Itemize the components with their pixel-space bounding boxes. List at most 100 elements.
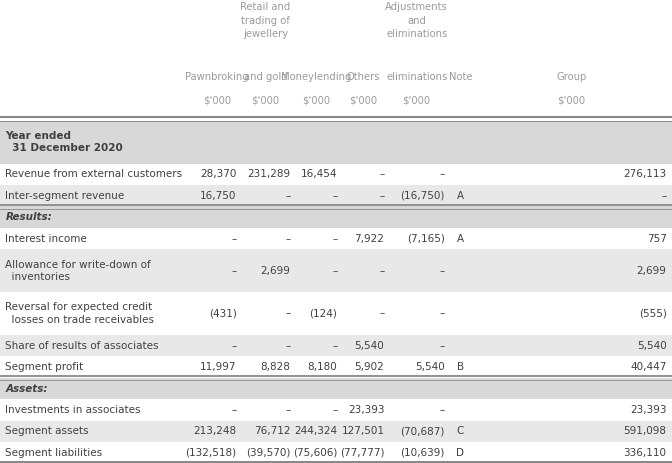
Bar xyxy=(0,206,672,228)
Text: 276,113: 276,113 xyxy=(624,169,667,179)
Text: Results:: Results: xyxy=(5,212,52,222)
Text: Investments in associates: Investments in associates xyxy=(5,405,141,415)
Text: (132,518): (132,518) xyxy=(185,448,237,458)
Text: 40,447: 40,447 xyxy=(630,362,667,372)
Text: (124): (124) xyxy=(310,308,337,319)
Text: (7,165): (7,165) xyxy=(407,234,445,244)
Text: $'000: $'000 xyxy=(349,96,377,106)
Text: –: – xyxy=(285,405,290,415)
Text: Retail and
trading of
jewellery: Retail and trading of jewellery xyxy=(241,2,290,39)
Text: –: – xyxy=(379,169,384,179)
Text: –: – xyxy=(332,266,337,276)
Text: –: – xyxy=(332,341,337,350)
Text: Moneylending: Moneylending xyxy=(281,72,351,82)
Text: 757: 757 xyxy=(646,234,667,244)
Text: 5,540: 5,540 xyxy=(415,362,445,372)
Bar xyxy=(0,0,672,118)
Text: and gold: and gold xyxy=(244,72,287,82)
Text: –: – xyxy=(231,405,237,415)
Text: Inter-segment revenue: Inter-segment revenue xyxy=(5,191,124,201)
Text: –: – xyxy=(439,341,445,350)
Text: –: – xyxy=(285,308,290,319)
Bar xyxy=(0,335,672,357)
Text: 213,248: 213,248 xyxy=(194,426,237,436)
Text: Segment assets: Segment assets xyxy=(5,426,89,436)
Text: eliminations: eliminations xyxy=(386,72,448,82)
Text: –: – xyxy=(439,266,445,276)
Text: –: – xyxy=(439,405,445,415)
Bar xyxy=(0,399,672,421)
Bar xyxy=(0,121,672,163)
Text: 76,712: 76,712 xyxy=(254,426,290,436)
Text: 7,922: 7,922 xyxy=(355,234,384,244)
Text: Year ended
  31 December 2020: Year ended 31 December 2020 xyxy=(5,131,123,153)
Text: –: – xyxy=(231,234,237,244)
Text: $'000: $'000 xyxy=(203,96,230,106)
Text: –: – xyxy=(661,191,667,201)
Text: 8,180: 8,180 xyxy=(308,362,337,372)
Text: 23,393: 23,393 xyxy=(348,405,384,415)
Text: $'000: $'000 xyxy=(403,96,431,106)
Text: 5,540: 5,540 xyxy=(355,341,384,350)
Text: 231,289: 231,289 xyxy=(247,169,290,179)
Bar xyxy=(0,163,672,185)
Text: –: – xyxy=(379,191,384,201)
Text: –: – xyxy=(285,234,290,244)
Text: –: – xyxy=(285,191,290,201)
Bar xyxy=(0,442,672,463)
Text: 11,997: 11,997 xyxy=(200,362,237,372)
Text: Segment profit: Segment profit xyxy=(5,362,83,372)
Text: Assets:: Assets: xyxy=(5,383,48,394)
Text: 127,501: 127,501 xyxy=(341,426,384,436)
Text: –: – xyxy=(231,266,237,276)
Text: 23,393: 23,393 xyxy=(630,405,667,415)
Text: 591,098: 591,098 xyxy=(624,426,667,436)
Bar xyxy=(0,185,672,206)
Text: 28,370: 28,370 xyxy=(200,169,237,179)
Text: A: A xyxy=(457,191,464,201)
Bar xyxy=(0,228,672,249)
Text: –: – xyxy=(379,308,384,319)
Text: –: – xyxy=(332,234,337,244)
Text: Adjustments
and
eliminations: Adjustments and eliminations xyxy=(385,2,448,39)
Bar xyxy=(0,357,672,378)
Text: D: D xyxy=(456,448,464,458)
Text: Share of results of associates: Share of results of associates xyxy=(5,341,159,350)
Text: Pawnbroking: Pawnbroking xyxy=(185,72,249,82)
Text: B: B xyxy=(457,362,464,372)
Text: –: – xyxy=(439,169,445,179)
Bar xyxy=(0,292,672,335)
Text: Note: Note xyxy=(449,72,472,82)
Text: 2,699: 2,699 xyxy=(261,266,290,276)
Text: –: – xyxy=(285,341,290,350)
Text: (16,750): (16,750) xyxy=(401,191,445,201)
Text: Others: Others xyxy=(346,72,380,82)
Text: Revenue from external customers: Revenue from external customers xyxy=(5,169,183,179)
Text: C: C xyxy=(457,426,464,436)
Text: 16,750: 16,750 xyxy=(200,191,237,201)
Text: –: – xyxy=(332,191,337,201)
Text: (431): (431) xyxy=(209,308,237,319)
Text: 16,454: 16,454 xyxy=(301,169,337,179)
Text: Reversal for expected credit
  losses on trade receivables: Reversal for expected credit losses on t… xyxy=(5,302,155,325)
Text: $'000: $'000 xyxy=(557,96,585,106)
Text: –: – xyxy=(439,308,445,319)
Text: 244,324: 244,324 xyxy=(294,426,337,436)
Text: A: A xyxy=(457,234,464,244)
Text: $'000: $'000 xyxy=(251,96,280,106)
Text: (75,606): (75,606) xyxy=(293,448,337,458)
Bar xyxy=(0,378,672,399)
Text: 8,828: 8,828 xyxy=(261,362,290,372)
Text: 336,110: 336,110 xyxy=(624,448,667,458)
Text: (555): (555) xyxy=(639,308,667,319)
Bar xyxy=(0,421,672,442)
Text: –: – xyxy=(332,405,337,415)
Text: Allowance for write-down of
  inventories: Allowance for write-down of inventories xyxy=(5,260,151,282)
Text: 2,699: 2,699 xyxy=(637,266,667,276)
Text: Segment liabilities: Segment liabilities xyxy=(5,448,103,458)
Text: (70,687): (70,687) xyxy=(401,426,445,436)
Text: (10,639): (10,639) xyxy=(401,448,445,458)
Text: (77,777): (77,777) xyxy=(340,448,384,458)
Text: (39,570): (39,570) xyxy=(246,448,290,458)
Bar xyxy=(0,249,672,292)
